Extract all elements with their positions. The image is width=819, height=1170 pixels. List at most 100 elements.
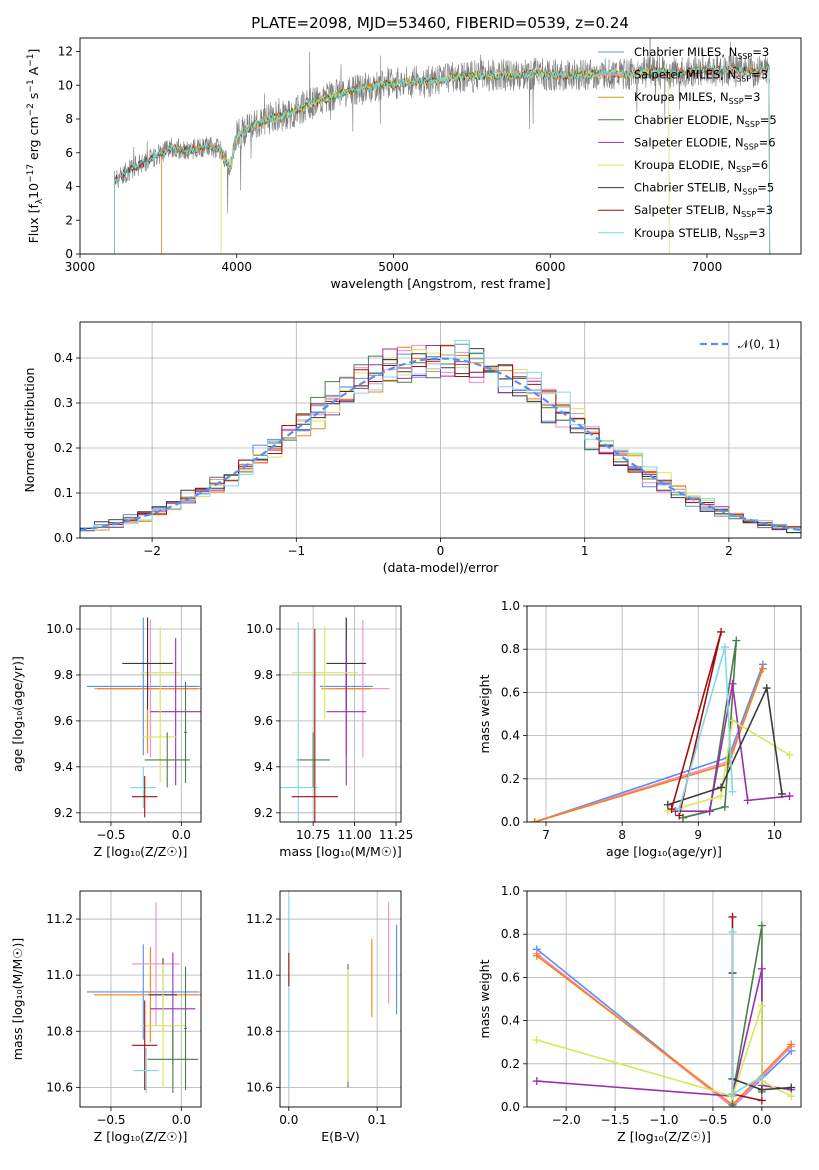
y-axis-label: age [log₁₀(age/yr)] — [10, 656, 25, 772]
error-bar-point — [132, 902, 180, 1026]
legend-entry: Salpeter STELIB, NSSP=3 — [634, 203, 773, 219]
legend-value: =5 — [760, 113, 777, 127]
plot-area — [87, 902, 201, 1093]
legend-subscript: SSP — [744, 142, 759, 151]
y-axis-label: mass weight — [477, 959, 492, 1038]
x-tick-label: −2.0 — [552, 1113, 581, 1127]
plot-area — [530, 627, 794, 822]
x-tick-label: 0.0 — [172, 828, 191, 842]
x-tick-label: 0.0 — [172, 1113, 191, 1127]
legend-subscript: SSP — [741, 210, 756, 219]
legend-label: 𝒩(0, 1) — [738, 337, 780, 351]
x-axis-label: age [log₁₀(age/yr)] — [606, 844, 722, 859]
plus-marker — [530, 818, 539, 822]
x-tick-label: 9 — [694, 828, 702, 842]
mass-vs-metallicity-panel: −0.5 0.0 10.6 10.8 11.0 11.2 Z [log₁₀(Z/Z☉)] ma… — [10, 890, 202, 1144]
y-tick-label: 0.0 — [501, 815, 520, 829]
figure-title: PLATE=2098, MJD=53460, FIBERID=0539, z=0… — [251, 14, 629, 32]
legend-subscript: SSP — [734, 233, 749, 242]
plot-area — [87, 617, 201, 818]
plus-marker — [717, 783, 726, 792]
mass-weight-vs-metallicity-panel: −2.0 −1.5 −1.0 −0.5 0.0 0.0 0.2 0.4 0.6 0.8 1.0 Z [… — [477, 884, 802, 1144]
y-label-part: 10 — [26, 183, 41, 199]
plus-marker — [762, 684, 771, 693]
legend-entry: Chabrier MILES, NSSP=3 — [634, 45, 769, 61]
legend-entry: Kroupa MILES, NSSP=3 — [634, 90, 760, 106]
plus-marker — [663, 800, 672, 809]
legend-value: =3 — [756, 203, 773, 217]
x-tick-label: −1 — [287, 544, 305, 558]
y-label-part: λ — [35, 198, 45, 204]
axes-frame — [79, 37, 802, 255]
plus-marker — [757, 1072, 766, 1081]
y-tick-label: 9.6 — [254, 714, 273, 728]
legend-value: =5 — [757, 181, 774, 195]
y-label-part: −1 — [26, 54, 36, 67]
legend-value: =6 — [751, 158, 768, 172]
plus-marker — [757, 1096, 766, 1105]
error-bar-point — [87, 617, 200, 756]
y-tick-label: 0.4 — [501, 1014, 520, 1028]
legend-value: =3 — [751, 68, 768, 82]
x-tick-label: 1 — [581, 544, 589, 558]
legend-label: Kroupa MILES, N — [634, 90, 729, 104]
error-bar-point — [296, 732, 330, 788]
legend-value: =3 — [744, 90, 761, 104]
y-label-part: −2 — [26, 103, 36, 116]
plus-marker — [675, 805, 684, 814]
mass-weight-line — [667, 719, 791, 812]
plus-marker — [728, 679, 737, 688]
plus-marker — [758, 664, 767, 673]
x-tick-label: 8 — [618, 828, 626, 842]
y-tick-label: 0.0 — [54, 531, 73, 545]
x-axis-label: Z [log₁₀(Z/Z☉)] — [94, 844, 188, 859]
legend-label: Chabrier ELODIE, N — [634, 113, 745, 127]
y-tick-label: 10.8 — [46, 1024, 73, 1038]
y-tick-label: 9.4 — [254, 760, 273, 774]
y-tick-label: 10.6 — [246, 1080, 273, 1094]
error-bar-point — [326, 638, 367, 786]
y-label-part: A — [26, 66, 41, 79]
y-tick-label: 9.2 — [254, 806, 273, 820]
mass-vs-extinction-panel: 0.0 0.1 10.6 10.8 11.0 11.2 E(B-V) — [246, 890, 402, 1144]
y-tick-label: 9.2 — [54, 806, 73, 820]
y-tick-label: 9.4 — [54, 760, 73, 774]
error-bar-point — [150, 638, 201, 786]
axes-frame — [526, 605, 802, 823]
legend-entry: Kroupa ELODIE, NSSP=6 — [634, 158, 768, 174]
y-tick-label: 10.8 — [246, 1024, 273, 1038]
error-bar-point — [291, 628, 339, 822]
legend-subscript: SSP — [736, 75, 751, 84]
plus-marker — [717, 792, 726, 801]
y-tick-label: 0.3 — [54, 396, 73, 410]
x-tick-label: 3000 — [65, 260, 96, 274]
legend-subscript: SSP — [737, 52, 752, 61]
x-tick-label: 0.1 — [368, 1113, 387, 1127]
x-tick-label: 7 — [542, 828, 550, 842]
legend-label: Salpeter ELODIE, N — [634, 135, 744, 149]
y-label-part: s — [26, 93, 41, 104]
x-tick-label: 11.25 — [379, 828, 413, 842]
y-axis-label: mass weight — [477, 674, 492, 753]
y-tick-label: 0.6 — [501, 685, 520, 699]
y-tick-label: 11.2 — [46, 912, 73, 926]
x-axis-label: mass [log₁₀(M/M☉)] — [279, 844, 401, 859]
y-tick-label: 9.6 — [54, 714, 73, 728]
y-tick-label: 0.8 — [501, 927, 520, 941]
mass-weight-vs-age-panel: 7 8 9 10 0.0 0.2 0.4 0.6 0.8 1.0 age [log₁₀(age/yr… — [477, 599, 802, 859]
y-tick-label: 0.2 — [54, 441, 73, 455]
x-tick-label: 0.0 — [752, 1113, 771, 1127]
error-bar-point — [143, 691, 178, 783]
plus-marker — [532, 1077, 541, 1086]
x-tick-label: 10 — [767, 828, 782, 842]
y-tick-label: 9.8 — [254, 668, 273, 682]
spectrum-panel: 3000 4000 5000 6000 7000 0 2 4 6 8 10 12 wavelength … — [26, 37, 802, 291]
plus-marker — [705, 807, 714, 816]
plus-marker — [787, 1040, 796, 1049]
plus-marker — [787, 1092, 796, 1101]
age-vs-metallicity-panel: −0.5 0.0 9.2 9.4 9.6 9.8 10.0 Z [log₁₀(Z/Z☉)] ag… — [10, 605, 202, 859]
plus-marker — [728, 787, 737, 796]
error-bar-point — [133, 1048, 159, 1093]
mass-weight-line — [536, 948, 792, 1107]
